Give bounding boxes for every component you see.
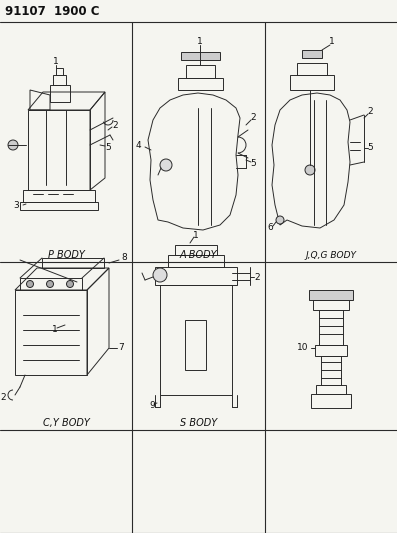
Circle shape [153, 268, 167, 282]
Text: 1: 1 [193, 230, 199, 239]
Text: 7: 7 [118, 343, 124, 352]
Circle shape [305, 165, 315, 175]
Text: 1: 1 [52, 326, 58, 335]
Text: 1: 1 [329, 37, 335, 46]
Text: 2: 2 [254, 272, 260, 281]
Text: 9: 9 [149, 400, 155, 409]
Text: 1: 1 [53, 58, 59, 67]
Circle shape [8, 140, 18, 150]
Text: J,Q,G BODY: J,Q,G BODY [306, 251, 357, 260]
Text: 4: 4 [135, 141, 141, 149]
Text: P BODY: P BODY [48, 250, 85, 260]
Text: C,Y BODY: C,Y BODY [42, 418, 89, 428]
Text: 2: 2 [367, 108, 373, 117]
Text: 2: 2 [112, 120, 118, 130]
Circle shape [67, 280, 73, 287]
Text: S BODY: S BODY [180, 418, 217, 428]
Polygon shape [309, 290, 353, 300]
Circle shape [276, 216, 284, 224]
Text: 2: 2 [250, 114, 256, 123]
Text: 91107  1900 C: 91107 1900 C [5, 5, 100, 18]
Text: 5: 5 [105, 143, 111, 152]
Circle shape [160, 159, 172, 171]
Circle shape [46, 280, 54, 287]
Polygon shape [181, 52, 220, 60]
Text: A BODY: A BODY [180, 250, 217, 260]
Text: 8: 8 [121, 254, 127, 262]
Text: 3: 3 [13, 200, 19, 209]
Text: 6: 6 [267, 223, 273, 232]
Text: 5: 5 [367, 143, 373, 152]
Text: 1: 1 [197, 37, 203, 46]
Circle shape [27, 280, 33, 287]
Text: 5: 5 [250, 158, 256, 167]
Text: 2: 2 [0, 392, 6, 401]
Text: 10: 10 [297, 343, 309, 352]
Polygon shape [302, 50, 322, 58]
